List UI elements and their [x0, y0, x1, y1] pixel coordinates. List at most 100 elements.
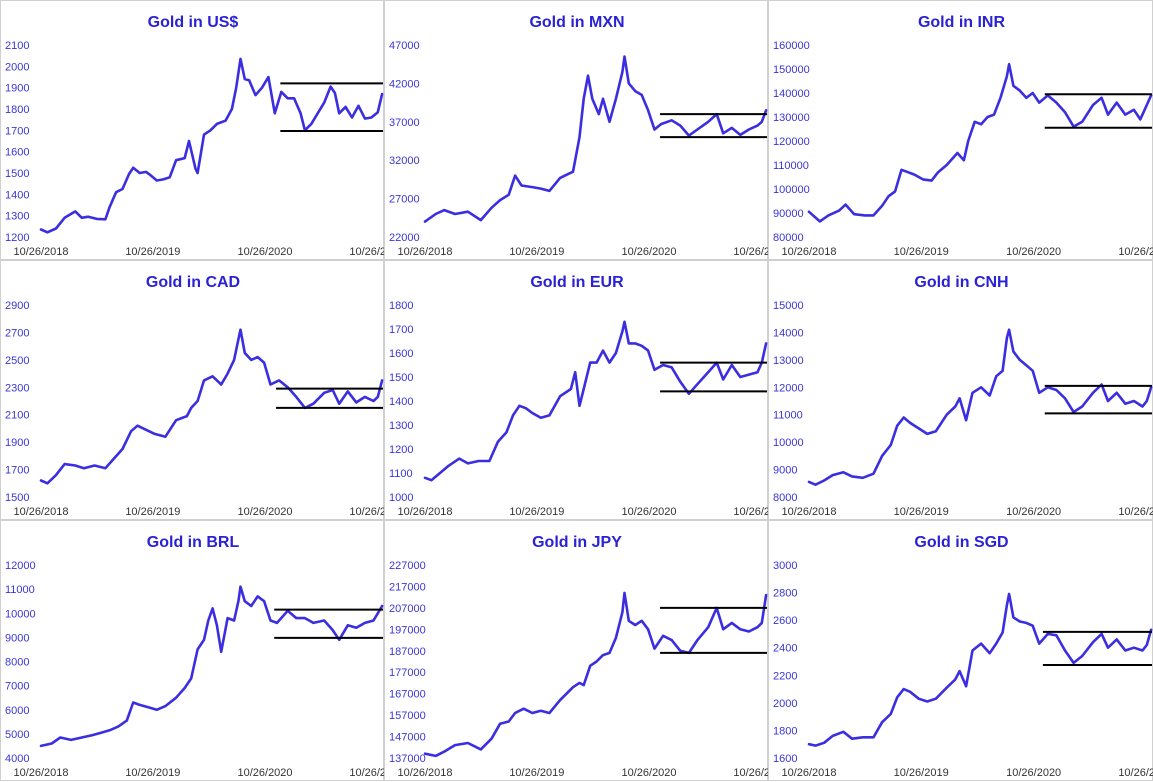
- y-tick-label: 1500: [5, 492, 29, 504]
- chart-panel: Gold in CAD 1500 1700 1900 2100 2300 2500 2700 2…: [0, 260, 385, 520]
- x-tick-label: 10/26/2019: [509, 767, 564, 779]
- y-tick-label: 6000: [5, 705, 29, 717]
- series-line: [39, 585, 384, 748]
- chart-svg: Gold in BRL 4000 5000 6000 7000 8000 9000 10000…: [5, 534, 385, 779]
- y-tick-label: 1800: [5, 104, 29, 116]
- y-tick-label: 1800: [389, 300, 413, 312]
- x-tick-label: 10/26/2018: [781, 767, 836, 779]
- y-tick-label: 1300: [389, 420, 413, 432]
- y-tick-label: 1000: [389, 492, 413, 504]
- y-tick-label: 2500: [5, 355, 29, 367]
- y-tick-label: 5000: [5, 729, 29, 741]
- x-tick-label: 10/26/2018: [397, 506, 452, 518]
- chart-svg: Gold in CAD 1500 1700 1900 2100 2300 2500 2700 2…: [5, 274, 385, 518]
- y-tick-label: 80000: [773, 232, 804, 244]
- x-tick-label: 10/26/2021: [1118, 246, 1153, 258]
- chart-title: Gold in CNH: [914, 274, 1008, 291]
- series-line: [807, 62, 1153, 223]
- y-tick-label: 22000: [389, 232, 420, 244]
- y-tick-label: 32000: [389, 155, 420, 167]
- chart-title: Gold in SGD: [914, 534, 1008, 551]
- x-tick-label: 10/26/2020: [1006, 246, 1061, 258]
- x-tick-label: 10/26/2021: [733, 767, 769, 779]
- series-line: [423, 591, 768, 758]
- y-tick-label: 2000: [5, 61, 29, 73]
- y-tick-label: 1700: [5, 465, 29, 477]
- y-tick-label: 14000: [773, 327, 804, 339]
- x-tick-label: 10/26/2020: [621, 246, 676, 258]
- y-tick-label: 2000: [773, 698, 797, 710]
- y-tick-label: 197000: [389, 624, 426, 636]
- chart-title: Gold in US$: [148, 14, 239, 31]
- x-tick-label: 10/26/2020: [621, 506, 676, 518]
- chart-svg: Gold in INR 80000 90000 100000 110000 120000 1…: [773, 14, 1153, 258]
- y-tick-label: 1500: [389, 372, 413, 384]
- x-tick-label: 10/26/2021: [349, 506, 385, 518]
- x-tick-label: 10/26/2018: [13, 767, 68, 779]
- y-tick-label: 2400: [773, 643, 797, 655]
- x-tick-label: 10/26/2020: [237, 767, 292, 779]
- chart-svg: Gold in SGD 1600 1800 2000 2200 2400 2600 2800 3…: [773, 534, 1153, 779]
- y-tick-label: 9000: [5, 632, 29, 644]
- y-tick-label: 1600: [5, 147, 29, 159]
- x-tick-label: 10/26/2018: [397, 767, 452, 779]
- chart-svg: Gold in US$ 1200 1300 1400 1500 1600 1700 1800 1…: [5, 14, 385, 258]
- chart-svg: Gold in JPY 137000 147000 157000 167000 17700…: [389, 534, 769, 779]
- chart-panel: Gold in US$ 1200 1300 1400 1500 1600 1700 1800 1…: [0, 0, 385, 260]
- y-tick-label: 110000: [773, 160, 809, 172]
- chart-panel: Gold in INR 80000 90000 100000 110000 120000 1…: [768, 0, 1153, 260]
- series-line: [423, 320, 768, 482]
- y-tick-label: 11000: [5, 584, 35, 596]
- y-tick-label: 120000: [773, 136, 810, 148]
- chart-panel: Gold in MXN 22000 27000 32000 37000 42000 4700…: [384, 0, 769, 260]
- y-tick-label: 207000: [389, 603, 426, 615]
- y-tick-label: 10000: [5, 608, 36, 620]
- y-tick-label: 157000: [389, 710, 426, 722]
- y-tick-label: 1600: [773, 753, 797, 765]
- chart-panel: Gold in CNH 8000 9000 10000 11000 12000 13000 1…: [768, 260, 1153, 520]
- x-tick-label: 10/26/2019: [509, 506, 564, 518]
- y-tick-label: 37000: [389, 117, 420, 129]
- x-tick-label: 10/26/2019: [125, 767, 180, 779]
- y-tick-label: 177000: [389, 667, 426, 679]
- y-tick-label: 1400: [5, 189, 29, 201]
- y-tick-label: 1700: [389, 324, 413, 336]
- y-tick-label: 187000: [389, 646, 426, 658]
- y-tick-label: 10000: [773, 437, 804, 449]
- y-tick-label: 1400: [389, 396, 413, 408]
- y-tick-label: 137000: [389, 753, 426, 765]
- y-tick-label: 12000: [5, 560, 36, 572]
- chart-title: Gold in BRL: [147, 534, 240, 551]
- y-tick-label: 100000: [773, 184, 810, 196]
- y-tick-label: 4000: [5, 753, 29, 765]
- chart-title: Gold in JPY: [532, 534, 622, 551]
- x-tick-label: 10/26/2019: [125, 246, 180, 258]
- x-tick-label: 10/26/2021: [1118, 506, 1153, 518]
- y-tick-label: 15000: [773, 300, 804, 312]
- y-tick-label: 47000: [389, 40, 420, 52]
- y-tick-label: 13000: [773, 355, 804, 367]
- chart-svg: Gold in CNH 8000 9000 10000 11000 12000 13000 1…: [773, 274, 1153, 518]
- x-tick-label: 10/26/2019: [894, 506, 949, 518]
- y-tick-label: 8000: [5, 657, 29, 669]
- x-tick-label: 10/26/2018: [397, 246, 452, 258]
- chart-title: Gold in EUR: [530, 274, 624, 291]
- y-tick-label: 1800: [773, 725, 797, 737]
- y-tick-label: 2100: [5, 40, 29, 52]
- y-tick-label: 160000: [773, 40, 810, 52]
- y-tick-label: 2900: [5, 300, 29, 312]
- chart-panel: Gold in BRL 4000 5000 6000 7000 8000 9000 10000…: [0, 520, 385, 781]
- x-tick-label: 10/26/2020: [237, 506, 292, 518]
- x-tick-label: 10/26/2021: [349, 246, 385, 258]
- x-tick-label: 10/26/2019: [509, 246, 564, 258]
- y-tick-label: 12000: [773, 382, 804, 394]
- y-tick-label: 1600: [389, 348, 413, 360]
- y-tick-label: 1500: [5, 168, 29, 180]
- y-tick-label: 1100: [389, 468, 413, 480]
- y-tick-label: 130000: [773, 112, 810, 124]
- x-tick-label: 10/26/2020: [1006, 506, 1061, 518]
- x-tick-label: 10/26/2018: [13, 246, 68, 258]
- chart-panel: Gold in SGD 1600 1800 2000 2200 2400 2600 2800 3…: [768, 520, 1153, 781]
- chart-panel: Gold in EUR 1000 1100 1200 1300 1400 1500 1600 1…: [384, 260, 769, 520]
- y-tick-label: 2100: [5, 410, 29, 422]
